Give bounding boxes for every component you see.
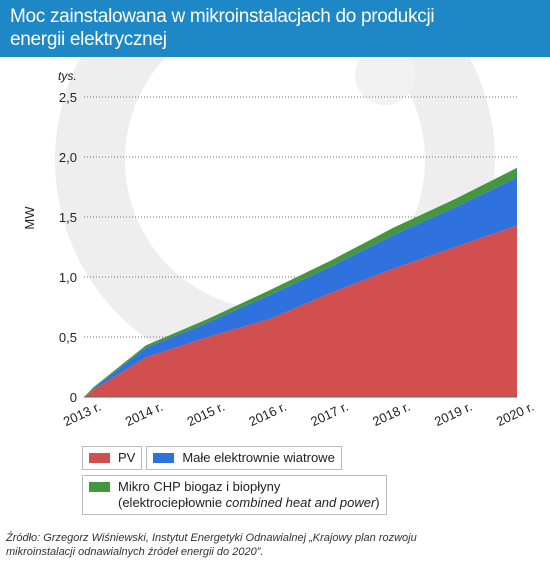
legend-item-chp: Mikro CHP biogaz i biopłyny (elektrociep…	[82, 475, 387, 515]
legend-label-chp-suffix: )	[375, 495, 380, 510]
y-tick-label-2: 1,0	[59, 270, 77, 285]
source-line-1: Źródło: Grzegorz Wiśniewski, Instytut En…	[6, 532, 417, 544]
x-tick-label-1: 2014 r.	[123, 399, 165, 429]
source-note: Źródło: Grzegorz Wiśniewski, Instytut En…	[6, 531, 546, 559]
chart-title-line-1: Moc zainstalowana w mikroinstalacjach do…	[10, 6, 435, 27]
legend-label-chp-line-1: Mikro CHP biogaz i biopłyny	[118, 479, 281, 494]
x-tick-label-2: 2015 r.	[185, 399, 227, 429]
x-tick-label-4: 2017 r.	[308, 399, 350, 429]
y-tick-label-0: 0	[70, 390, 77, 405]
legend-label-chp-prefix: (elektrociepłownie	[118, 495, 226, 510]
y-axis-label: MW	[22, 206, 37, 230]
x-tick-label-6: 2019 r.	[432, 399, 474, 429]
x-tick-label-7: 2020 r.	[494, 399, 536, 429]
y-tick-label-3: 1,5	[59, 210, 77, 225]
x-tick-label-5: 2018 r.	[370, 399, 412, 429]
area-series-2	[84, 177, 517, 397]
legend-label-chp-italic: combined heat and power	[225, 495, 376, 510]
legend-label-wind: Małe elektrownie wiatrowe	[182, 450, 335, 465]
y-unit-label: tys.	[58, 69, 77, 83]
legend: PV Małe elektrownie wiatrowe Mikro CHP b…	[82, 446, 402, 520]
legend-item-wind: Małe elektrownie wiatrowe	[146, 446, 342, 470]
y-tick-label-4: 2,0	[59, 150, 77, 165]
chart-header: Moc zainstalowana w mikroinstalacjach do…	[0, 0, 550, 57]
legend-swatch-chp	[89, 482, 110, 492]
legend-item-pv: PV	[82, 446, 143, 470]
x-tick-label-0: 2013 r.	[61, 399, 103, 429]
x-tick-label-3: 2016 r.	[246, 399, 288, 429]
area-series-3	[84, 167, 517, 397]
chart-title-line-2: energii elektrycznej	[10, 29, 167, 50]
source-line-2: mikroinstalacji odnawialnych źródeł ener…	[6, 546, 264, 558]
y-tick-label-1: 0,5	[59, 330, 77, 345]
area-series-1	[84, 225, 517, 397]
y-tick-label-5: 2,5	[59, 90, 77, 105]
area-chart: 0 0,5 1,0 1,5 2,0 2,5 tys. MW 2013 r. 2014 r. 2015…	[22, 69, 536, 429]
legend-label-pv: PV	[118, 450, 136, 465]
legend-swatch-wind	[153, 453, 175, 463]
legend-label-chp: Mikro CHP biogaz i biopłyny (elektrociep…	[118, 479, 380, 511]
legend-swatch-pv	[89, 453, 110, 463]
